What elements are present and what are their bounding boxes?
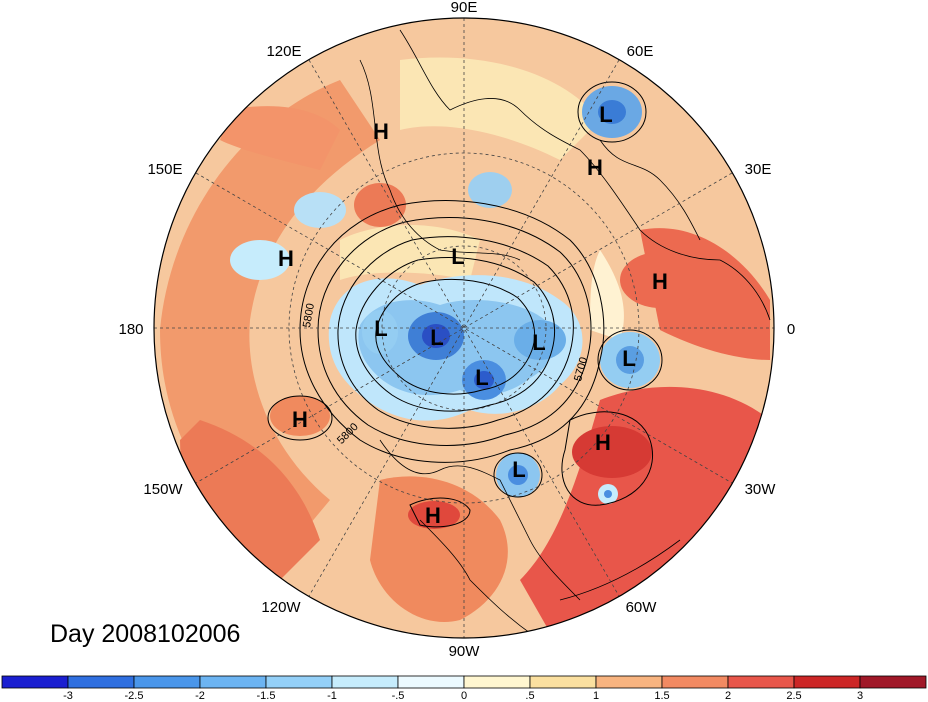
low-center: L <box>599 102 612 127</box>
graticule <box>154 18 774 638</box>
colorbar-swatch <box>133 675 201 689</box>
colorbar-swatch <box>331 675 399 689</box>
low-center: L <box>622 346 635 371</box>
height-contours <box>267 81 663 528</box>
lon-label-90w: 90W <box>449 643 481 660</box>
colorbar-swatch <box>859 675 927 689</box>
colorbar-swatch <box>463 675 531 689</box>
colorbar-tick-label: -2.5 <box>125 690 144 702</box>
colorbar-tick-label: -3 <box>63 690 73 702</box>
colorbar-tick-label: 1.5 <box>654 690 669 702</box>
day-label: Day 2008102006 <box>50 620 241 648</box>
low-center: L <box>475 365 488 390</box>
colorbar-swatch <box>265 675 333 689</box>
lon-label-0: 0 <box>787 321 795 338</box>
low-center: L <box>532 330 545 355</box>
lon-label-60w: 60W <box>626 599 658 616</box>
lon-label-60e: 60E <box>627 43 654 60</box>
lon-label-120w: 120W <box>261 599 301 616</box>
colorbar-swatch <box>727 675 795 689</box>
colorbar-tick-label: 2.5 <box>786 690 801 702</box>
colorbar: -3 -2.5 -2 -1.5 -1 -.5 0 .5 1 1.5 2 2.5 3 <box>1 675 927 702</box>
colorbar-tick-label: -1 <box>327 690 337 702</box>
colorbar-tick-label: 2 <box>725 690 731 702</box>
colorbar-swatch <box>595 675 663 689</box>
colorbar-swatch <box>397 675 465 689</box>
high-center: H <box>587 155 603 180</box>
high-center: H <box>278 246 294 271</box>
lon-label-150w: 150W <box>143 481 183 498</box>
lon-label-90e: 90E <box>451 0 478 16</box>
contour-label: 5800 <box>301 302 317 328</box>
map-border <box>153 17 775 639</box>
colorbar-swatch <box>67 675 135 689</box>
colorbar-swatch <box>793 675 861 689</box>
pressure-centers: H H H H H H H L L L L L L L L <box>278 102 668 528</box>
low-center: L <box>512 457 525 482</box>
colorbar-tick-label: -.5 <box>392 690 405 702</box>
lon-label-120e: 120E <box>266 43 301 60</box>
anomaly-field <box>154 18 774 638</box>
colorbar-tick-label: .5 <box>525 690 534 702</box>
colorbar-tick-label: 1 <box>593 690 599 702</box>
longitude-labels: 90E 60E 30E 0 30W 60W 90W 120W 150W 180 … <box>118 0 795 660</box>
low-center: L <box>374 316 387 341</box>
lon-label-180: 180 <box>118 321 143 338</box>
high-center: H <box>373 119 389 144</box>
high-center: H <box>595 430 611 455</box>
colorbar-tick-label: 0 <box>461 690 467 702</box>
low-center: L <box>451 244 464 269</box>
high-center: H <box>652 269 668 294</box>
lon-label-30w: 30W <box>745 481 777 498</box>
colorbar-swatch <box>1 675 69 689</box>
colorbar-tick-label: 3 <box>857 690 863 702</box>
lon-label-150e: 150E <box>147 161 182 178</box>
high-center: H <box>425 503 441 528</box>
lon-label-30e: 30E <box>745 161 772 178</box>
colorbar-swatch <box>661 675 729 689</box>
high-center: H <box>292 407 308 432</box>
colorbar-tick-label: -1.5 <box>257 690 276 702</box>
colorbar-swatch <box>529 675 597 689</box>
colorbar-swatch <box>199 675 267 689</box>
coastlines <box>359 29 771 638</box>
colorbar-tick-label: -2 <box>195 690 205 702</box>
low-center: L <box>430 325 443 350</box>
